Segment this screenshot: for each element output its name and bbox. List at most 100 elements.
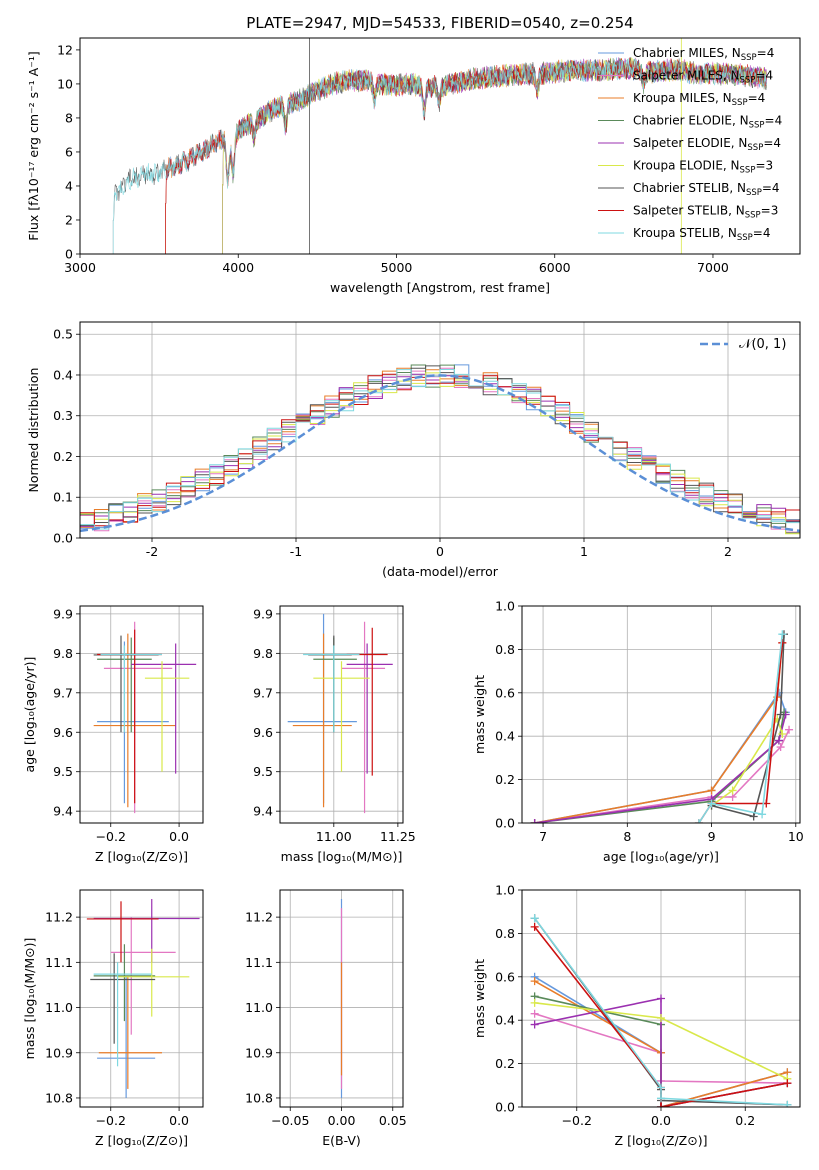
weight-point: [778, 630, 787, 639]
plot-area-weight-vs-age: [530, 630, 794, 823]
panel-mass-vs-Z: −0.2 0.0 10.8 10.9 11.0 11.1 11.2 Z [log₁₀(Z/Z⊙…: [22, 889, 204, 1148]
plot-area-mass-vs-Z: [86, 899, 200, 1098]
legend-label: Kroupa STELIB, NSSP=4: [633, 226, 771, 243]
weight-point: [758, 810, 767, 819]
x-tick-label: 0.05: [379, 1113, 407, 1128]
x-tick-label: 4000: [222, 260, 254, 275]
y-tick-label: 1.0: [495, 599, 515, 614]
y-tick-label: 9.7: [253, 685, 273, 700]
y-tick-label: 0.3: [53, 408, 73, 423]
legend-label: Chabrier STELIB, NSSP=4: [633, 181, 780, 198]
spectrum-line: [222, 57, 767, 254]
panel-age-vs-Z: −0.2 0.0 9.4 9.5 9.6 9.7 9.8 9.9 Z [log₁₀(Z/Z⊙)]…: [22, 605, 204, 864]
y-tick-label: 12: [57, 42, 73, 57]
y-axis-label: mass [log₁₀(M/M⊙)]: [22, 938, 37, 1060]
y-tick-label: 10.8: [245, 1090, 273, 1105]
x-tick-label: −0.05: [271, 1113, 309, 1128]
x-tick-label: −0.2: [96, 829, 126, 844]
x-tick-label: 0.0: [651, 1113, 671, 1128]
y-tick-label: 11.0: [45, 1000, 73, 1015]
weight-point: [530, 914, 539, 923]
plot-area-age-vs-mass: [287, 613, 393, 814]
y-tick-label: 9.6: [53, 725, 73, 740]
legend-label: Salpeter STELIB, NSSP=3: [633, 204, 778, 221]
weight-point: [785, 725, 794, 734]
x-tick-label: 5000: [381, 260, 413, 275]
x-tick-label: -2: [146, 544, 158, 559]
plot-area-age-vs-Z: [93, 621, 197, 814]
y-tick-label: 0: [65, 247, 73, 262]
weight-point: [657, 1014, 665, 1023]
y-tick-label: 6: [65, 144, 73, 159]
weight-line: [711, 716, 784, 807]
spectrum-line: [112, 58, 767, 254]
x-tick-label: 10: [788, 829, 804, 844]
legend-label: Chabrier ELODIE, NSSP=4: [633, 114, 782, 131]
weight-point: [774, 736, 783, 745]
normal-curve: [80, 374, 800, 533]
y-tick-label: 9.5: [53, 764, 73, 779]
y-tick-label: 11.1: [245, 955, 273, 970]
axes-frame: [279, 605, 404, 824]
x-tick-label: −0.2: [562, 1113, 592, 1128]
weight-point: [657, 994, 665, 1003]
legend-label: Chabrier MILES, NSSP=4: [633, 46, 774, 63]
x-tick-label: 7000: [697, 260, 729, 275]
weight-line: [534, 642, 784, 823]
y-axis-label: Flux [fλ10⁻¹⁷ erg cm⁻² s⁻¹ A⁻¹]: [26, 51, 41, 240]
y-tick-label: 9.4: [253, 804, 273, 819]
panel-weight-vs-age: 7 8 9 10 0.0 0.2 0.4 0.6 0.8 1.0 age [log₁₀(age/yr…: [472, 599, 804, 865]
y-tick-label: 1.0: [495, 883, 515, 898]
y-tick-label: 0.2: [53, 449, 73, 464]
y-tick-label: 0.4: [495, 729, 515, 744]
legend-label: Kroupa ELODIE, NSSP=3: [633, 159, 773, 176]
weight-point: [530, 977, 539, 986]
y-tick-label: 0.0: [495, 1100, 515, 1115]
plot-area-residuals: [80, 364, 800, 538]
axes-frame: [79, 605, 204, 824]
x-axis-label: Z [log₁₀(Z/Z⊙)]: [615, 1133, 708, 1148]
weight-point: [694, 819, 703, 823]
y-tick-label: 10.8: [45, 1090, 73, 1105]
y-tick-label: 0.4: [53, 367, 73, 382]
weight-point: [657, 1094, 665, 1103]
x-tick-label: 11.25: [380, 829, 416, 844]
panel-residuals: -2 -1 0 1 2 0.0 0.1 0.2 0.3 0.4 0.5 (data-model)/er…: [26, 321, 801, 579]
weight-line: [698, 634, 784, 823]
axes-frame: [79, 37, 801, 255]
plot-area-spectrum: [112, 38, 767, 254]
y-tick-label: 0.6: [495, 685, 515, 700]
weight-point: [778, 730, 787, 739]
panel-spectrum: 3000 4000 5000 6000 7000 0 2 4 6 8 10 12 wavelength …: [26, 37, 801, 295]
y-tick-label: 2: [65, 212, 73, 227]
weight-point: [707, 799, 716, 808]
x-axis-label: age [log₁₀(age/yr)]: [603, 849, 719, 864]
legend-label: Salpeter MILES, NSSP=4: [633, 69, 773, 86]
legend-label: Salpeter ELODIE, NSSP=4: [633, 136, 781, 153]
weight-line: [533, 917, 788, 1106]
weight-point: [728, 786, 737, 795]
weight-point: [707, 786, 716, 795]
weight-point: [530, 1009, 539, 1018]
y-tick-label: 0.8: [495, 642, 515, 657]
y-tick-label: 9.4: [53, 804, 73, 819]
legend-label: Kroupa MILES, NSSP=4: [633, 91, 765, 108]
y-tick-label: 0.8: [495, 926, 515, 941]
x-tick-label: 0.0: [169, 829, 189, 844]
weight-point: [783, 1079, 792, 1088]
x-axis-label: E(B-V): [322, 1133, 361, 1148]
y-tick-label: 0.2: [495, 772, 515, 787]
y-tick-label: 8: [65, 110, 73, 125]
y-tick-label: 11.1: [45, 955, 73, 970]
x-tick-label: 11.00: [316, 829, 352, 844]
axes-frame: [79, 889, 204, 1108]
x-tick-label: -1: [290, 544, 302, 559]
y-tick-label: 11.2: [245, 910, 273, 925]
weight-point: [749, 812, 758, 821]
x-axis-label: Z [log₁₀(Z/Z⊙)]: [95, 1133, 188, 1148]
spectrum-line: [222, 58, 767, 254]
x-tick-label: 7: [539, 829, 547, 844]
x-tick-label: 3000: [64, 260, 96, 275]
y-tick-label: 10.9: [45, 1045, 73, 1060]
